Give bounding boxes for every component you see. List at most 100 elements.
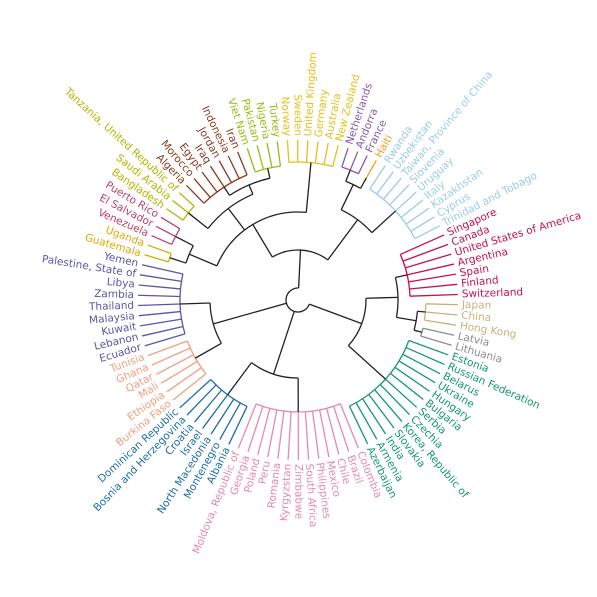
leaf-branch — [193, 177, 211, 198]
leaf-label: Finland — [461, 274, 500, 290]
inner-branch — [272, 311, 295, 375]
leaf-label: Peru — [257, 460, 273, 485]
leaf-label: China — [461, 309, 492, 324]
leaf-branch — [237, 403, 257, 449]
inner-branch — [327, 219, 359, 261]
leaf-branch — [138, 310, 181, 317]
leaf-branch — [185, 184, 205, 204]
inner-branch — [348, 345, 386, 380]
leaf-branch — [319, 409, 330, 458]
leaf-branch — [227, 155, 240, 179]
leaf-branch — [201, 171, 218, 193]
leaf-branch — [422, 327, 455, 336]
leaf-branch — [138, 303, 181, 307]
leaf-branch — [390, 372, 424, 400]
leaf-branch — [139, 274, 182, 283]
leaf-branch — [374, 389, 403, 423]
leaf-branch — [332, 144, 339, 167]
leaf-branch — [323, 142, 329, 165]
inner-branch — [267, 168, 271, 179]
leaf-branch — [379, 384, 411, 416]
leaf-branch — [394, 366, 430, 392]
leaf-branch — [425, 311, 458, 316]
inner-branch — [340, 184, 354, 211]
inner-branch — [248, 184, 254, 195]
inner-branch — [213, 302, 287, 325]
leaf-label: South Africa — [303, 463, 319, 527]
leaf-branch — [266, 142, 273, 168]
leaf-branch — [348, 405, 369, 445]
leaf-label: Malaysia — [89, 310, 136, 326]
leaf-branch — [219, 402, 241, 440]
inner-branch — [360, 177, 368, 189]
leaf-branch — [355, 402, 378, 440]
leaf-branch — [408, 339, 449, 356]
leaf-branch — [161, 360, 198, 384]
leaf-branch — [178, 192, 195, 207]
inner-arc — [347, 298, 367, 347]
leaf-branch — [389, 184, 410, 206]
leaf-branch — [186, 384, 217, 416]
leaf-branch — [228, 406, 248, 445]
leaf-branch — [414, 225, 440, 240]
leaf-branch — [382, 177, 402, 200]
leaf-branch — [424, 319, 457, 326]
leaf-branch — [385, 378, 418, 408]
inner-branch — [188, 253, 218, 267]
cluster-arc — [423, 303, 427, 321]
inner-branch — [227, 362, 253, 396]
inner-arc — [345, 180, 361, 189]
inner-branch — [413, 329, 423, 333]
leaf-branch — [406, 263, 455, 276]
leaf-branch — [410, 216, 435, 232]
leaf-branch — [246, 148, 256, 173]
inner-branch — [309, 303, 362, 325]
inner-branch — [396, 316, 417, 322]
leaf-branch — [287, 411, 292, 460]
leaf-branch — [400, 234, 445, 256]
inner-branch — [227, 208, 246, 231]
leaf-branch — [156, 354, 194, 375]
leaf-branch — [144, 333, 186, 347]
leaf-branch — [408, 273, 456, 283]
leaf-label: Romania — [266, 462, 284, 509]
leaf-branch — [172, 200, 189, 214]
inner-branch — [371, 210, 396, 234]
leaf-label: Norway — [279, 96, 294, 137]
leaf-branch — [409, 283, 458, 290]
inner-branch — [345, 169, 351, 182]
inner-arc — [209, 302, 222, 344]
leaf-branch — [341, 147, 349, 168]
leaf-branch — [267, 409, 278, 458]
leaf-label: Kyrgyzstan — [278, 463, 294, 521]
leaf-branch — [256, 145, 265, 170]
inner-branch — [223, 186, 231, 196]
inner-arc — [185, 245, 194, 264]
inner-branch — [175, 235, 194, 247]
cluster-arc — [341, 166, 359, 175]
inner-branch — [395, 274, 408, 279]
cluster-arc — [167, 253, 172, 263]
leaf-branch — [405, 346, 445, 366]
leaf-branch — [376, 171, 394, 195]
leaf-branch — [409, 293, 458, 297]
leaf-label: Switzerland — [462, 286, 524, 300]
leaf-label: Libya — [106, 276, 135, 291]
leaf-branch — [160, 216, 181, 230]
leaf-branch — [210, 398, 235, 435]
leaf-branch — [166, 208, 184, 221]
leaf-branch — [147, 340, 188, 357]
leaf-branch — [257, 408, 271, 456]
leaf-branch — [400, 199, 424, 218]
leaf-branch — [286, 140, 290, 163]
leaf-branch — [305, 140, 309, 163]
leaf-branch — [311, 410, 320, 459]
leaf-branch — [398, 360, 436, 384]
leaf-branch — [326, 408, 340, 455]
leaf-branch — [368, 394, 395, 429]
leaf-branch — [218, 160, 233, 183]
leaf-branch — [362, 398, 387, 435]
leaf-label: Thailand — [88, 300, 134, 314]
leaf-branch — [339, 403, 359, 449]
leaf-branch — [247, 406, 264, 453]
